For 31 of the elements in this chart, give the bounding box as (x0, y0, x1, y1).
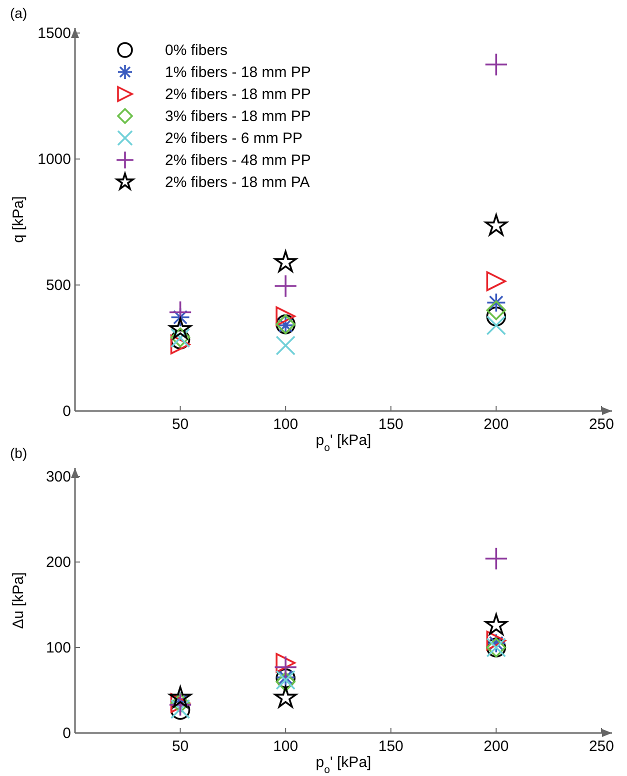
y-tick-label: 500 (46, 277, 71, 294)
x-tick-label: 50 (172, 416, 189, 433)
chart-title: (b) (10, 445, 28, 461)
legend-label: 3% fibers - 18 mm PP (165, 108, 311, 125)
y-tick-label: 1000 (38, 151, 71, 168)
x-tick-label: 50 (172, 738, 189, 755)
y-axis-title: q [kPa] (10, 196, 27, 243)
x-tick-label: 200 (484, 738, 509, 755)
y-tick-label: 0 (62, 403, 71, 420)
x-tick-label: 250 (588, 416, 614, 433)
x-axis-title: p$_{o}$' [kPa] (316, 432, 372, 454)
legend-label: 2% fibers - 48 mm PP (165, 152, 311, 169)
y-tick-label: 100 (46, 640, 71, 657)
x-tick-label: 100 (273, 738, 298, 755)
y-axis-title: Δu [kPa] (10, 572, 27, 629)
legend-label: 2% fibers - 18 mm PA (165, 174, 310, 191)
y-tick-label: 1500 (38, 25, 71, 42)
x-tick-label: 200 (484, 416, 509, 433)
x-tick-label: 150 (378, 416, 404, 433)
legend-label: 0% fibers (165, 42, 228, 59)
x-tick-label: 100 (273, 416, 298, 433)
y-tick-label: 0 (62, 725, 71, 742)
y-tick-label: 200 (46, 554, 71, 572)
x-axis-title: p$_{o}$' [kPa] (316, 754, 372, 776)
legend-label: 2% fibers - 18 mm PP (165, 86, 311, 103)
x-tick-label: 250 (588, 738, 614, 755)
y-tick-label: 300 (46, 468, 71, 486)
chart-title: (a) (10, 5, 28, 21)
legend-label: 2% fibers - 6 mm PP (165, 130, 303, 147)
x-tick-label: 150 (378, 738, 404, 755)
legend-label: 1% fibers - 18 mm PP (165, 64, 311, 81)
